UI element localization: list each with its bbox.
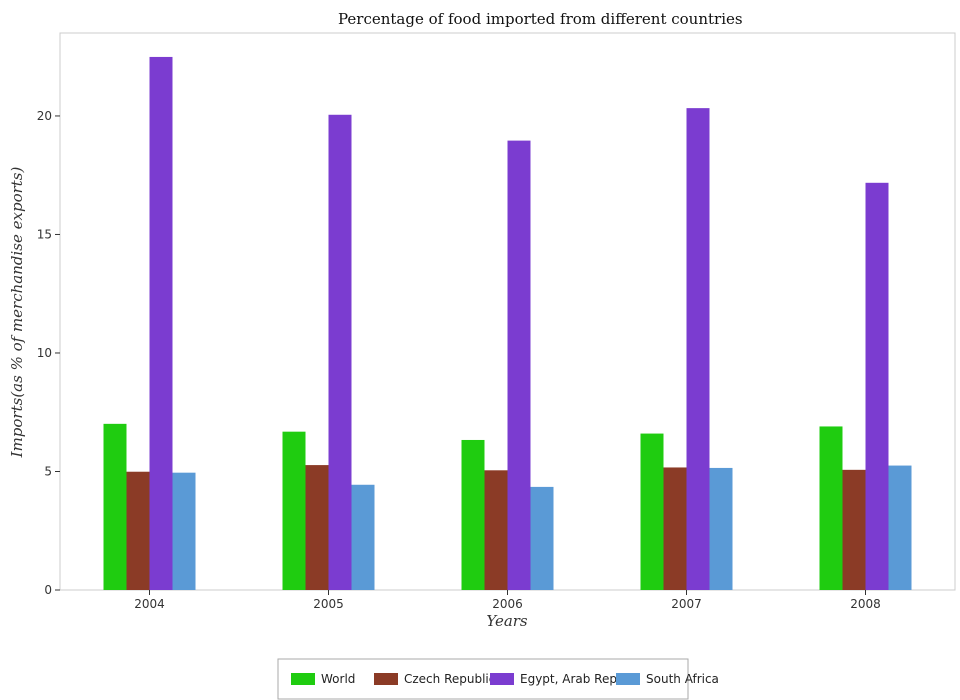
x-axis: 2004 2005 2006 2007 2008: [134, 590, 881, 611]
y-tick-label: 5: [44, 464, 52, 478]
bar-egypt-arab-rep--2007: [686, 108, 710, 590]
x-tick-label: 2005: [313, 597, 344, 611]
chart-title: Percentage of food imported from differe…: [338, 10, 743, 28]
bar-south-africa-2008: [888, 465, 912, 590]
bar-south-africa-2007: [709, 467, 733, 590]
y-tick-label: 10: [37, 346, 52, 360]
y-tick-label: 15: [37, 227, 52, 241]
bar-world-2007: [640, 433, 664, 590]
y-tick-label: 20: [37, 109, 52, 123]
bar-south-africa-2006: [530, 486, 554, 590]
bar-south-africa-2004: [172, 472, 196, 590]
bar-south-africa-2005: [351, 484, 375, 590]
bar-czech-republic-2004: [126, 471, 150, 590]
x-axis-title: Years: [486, 612, 528, 630]
legend-swatch: [291, 673, 315, 685]
x-tick-label: 2004: [134, 597, 165, 611]
bar-egypt-arab-rep--2008: [865, 182, 889, 591]
bar-egypt-arab-rep--2005: [328, 114, 352, 590]
legend-label: World: [321, 672, 355, 686]
bar-czech-republic-2007: [663, 467, 687, 590]
bar-egypt-arab-rep--2004: [149, 56, 173, 590]
bars: [103, 56, 912, 591]
bar-czech-republic-2008: [842, 469, 866, 590]
x-tick-label: 2008: [850, 597, 881, 611]
bar-czech-republic-2006: [484, 470, 508, 590]
legend-swatch: [616, 673, 640, 685]
bar-world-2005: [282, 431, 306, 590]
y-axis-title: Imports(as % of merchandise exports): [8, 167, 26, 459]
legend-swatch: [374, 673, 398, 685]
bar-world-2004: [103, 423, 127, 590]
legend-swatch: [490, 673, 514, 685]
bar-czech-republic-2005: [305, 465, 329, 590]
y-tick-label: 0: [44, 583, 52, 597]
legend-label: Czech Republic: [404, 672, 495, 686]
bar-egypt-arab-rep--2006: [507, 140, 531, 590]
legend-label: South Africa: [646, 672, 719, 686]
y-axis: 0 5 10 15 20: [37, 109, 60, 597]
legend-label: Egypt, Arab Rep.: [520, 672, 621, 686]
bar-world-2006: [461, 439, 485, 590]
x-tick-label: 2007: [671, 597, 702, 611]
x-tick-label: 2006: [492, 597, 523, 611]
legend: World Czech Republic Egypt, Arab Rep. South…: [277, 658, 719, 700]
bar-world-2008: [819, 426, 843, 590]
